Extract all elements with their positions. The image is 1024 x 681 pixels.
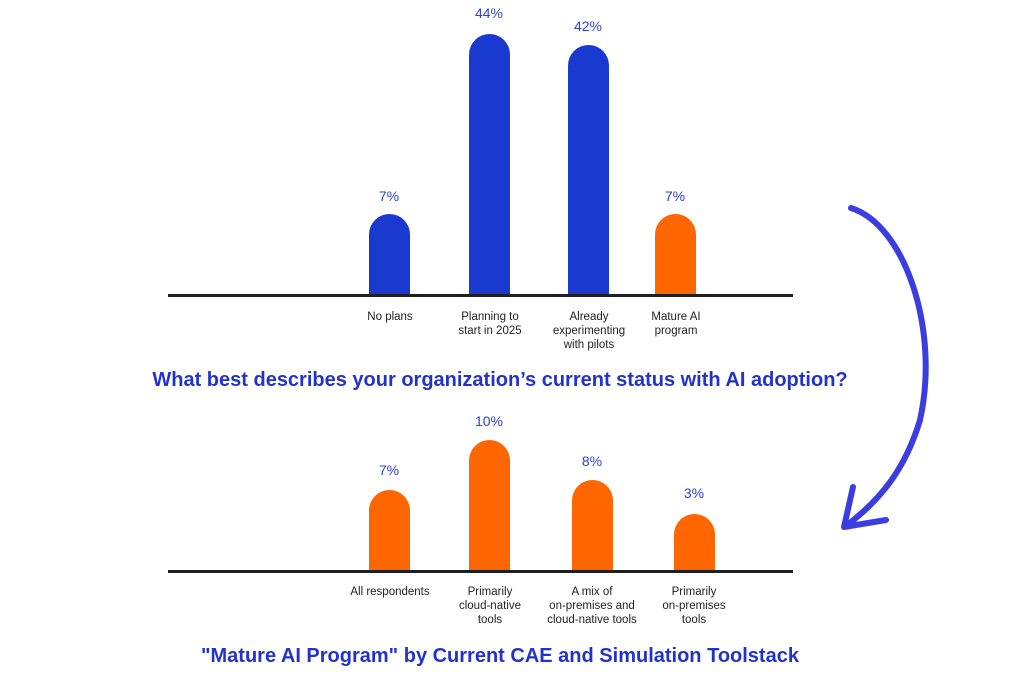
- bar-mature-ai: [655, 214, 696, 295]
- label-line: A mix of: [571, 586, 613, 598]
- label-line: Already: [569, 311, 609, 323]
- bar-on-premises: [674, 514, 715, 571]
- category-label: Already experimenting with pilots: [524, 310, 654, 352]
- x-axis-line: [168, 294, 793, 297]
- category-label: Primarily on-premises tools: [629, 585, 759, 627]
- label-line: Primarily: [467, 586, 513, 598]
- label-line: Primarily: [671, 586, 717, 598]
- value-label: 7%: [378, 188, 400, 204]
- x-axis-line: [168, 570, 793, 573]
- label-line: All respondents: [350, 586, 430, 598]
- label-line: cloud-native: [458, 600, 521, 612]
- label-line: on-premises and: [549, 600, 635, 612]
- category-label: All respondents: [325, 585, 455, 599]
- value-label: 44%: [474, 5, 504, 21]
- label-line: Mature AI: [651, 311, 701, 323]
- value-label: 3%: [683, 485, 705, 501]
- category-label: No plans: [325, 310, 455, 324]
- label-line: program: [654, 325, 698, 337]
- bar-experimenting: [568, 45, 609, 295]
- label-line: No plans: [367, 311, 413, 323]
- value-label: 7%: [378, 462, 400, 478]
- bar-no-plans: [369, 214, 410, 295]
- top-chart-title: What best describes your organization’s …: [152, 369, 848, 391]
- bar-all-respondents: [369, 490, 410, 571]
- label-line: experimenting: [552, 325, 626, 337]
- bar-planning-2025: [469, 34, 510, 295]
- label-line: start in 2025: [458, 325, 522, 337]
- label-line: on-premises: [662, 600, 726, 612]
- bottom-chart-title: "Mature AI Program" by Current CAE and S…: [201, 645, 799, 667]
- value-label: 7%: [664, 188, 686, 204]
- category-label: Mature AI program: [611, 310, 741, 338]
- value-label: 10%: [474, 413, 504, 429]
- category-label: Primarily cloud-native tools: [425, 585, 555, 627]
- value-label: 42%: [573, 18, 603, 34]
- value-label: 8%: [581, 453, 603, 469]
- category-label: A mix of on-premises and cloud-native to…: [527, 585, 657, 627]
- label-line: with pilots: [563, 339, 615, 351]
- category-label: Planning to start in 2025: [425, 310, 555, 338]
- bar-mix: [572, 480, 613, 571]
- label-line: tools: [681, 614, 707, 626]
- label-line: Planning to: [461, 311, 519, 323]
- label-line: cloud-native tools: [547, 614, 637, 626]
- label-line: tools: [477, 614, 503, 626]
- bar-cloud-native: [469, 440, 510, 571]
